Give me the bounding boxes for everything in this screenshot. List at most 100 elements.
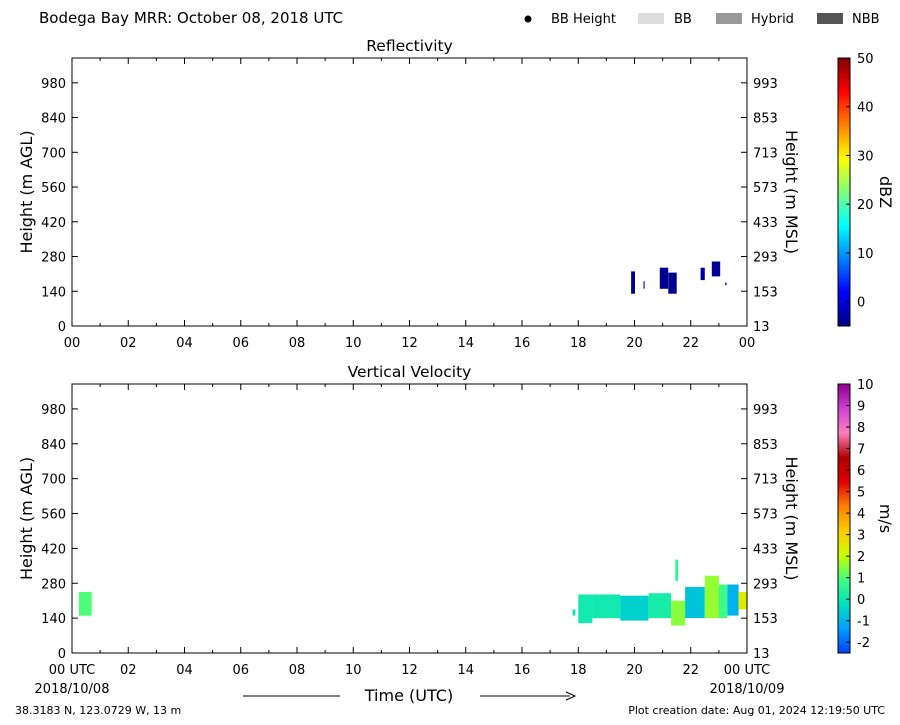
velocity-xtick-label: 12 [401,663,418,678]
reflectivity-xtick-label: 20 [626,336,643,351]
reflectivity-xtick-label: 08 [289,336,306,351]
velocity-ytick-label-right: 433 [753,542,778,557]
velocity-xtick-label: 20 [626,663,643,678]
velocity-colorbar-ticks: -2 -1 0 1 2 3 4 5 6 7 8 9 10 [846,378,874,651]
velocity-ytick-label-right: 153 [753,612,778,627]
velocity-xtick-label: 08 [289,663,306,678]
velocity-colorbar-tick-label: 9 [857,400,865,415]
reflectivity-ytick-label-right: 573 [753,181,778,196]
velocity-xtick-label: 04 [176,663,193,678]
velocity-ytick-label: 0 [58,647,66,662]
velocity-cell [648,593,672,619]
reflectivity-ylabel-right: Height (m MSL) [782,130,801,254]
date-end-label: 2018/10/09 [710,682,785,697]
reflectivity-ytick-label: 700 [41,146,66,161]
reflectivity-xtick-label: 14 [457,336,474,351]
velocity-colorbar-tick-label: 3 [857,529,865,544]
velocity-cell [572,609,576,616]
velocity-colorbar-tick-label: 7 [857,443,865,458]
reflectivity-cells [631,261,727,294]
reflectivity-colorbar-ticks: 0 10 20 30 40 50 [846,52,874,311]
date-start-label: 2018/10/08 [35,682,110,697]
velocity-ytick-label-right: 713 [753,473,778,488]
reflectivity-colorbar-tick-label: 10 [857,247,874,262]
velocity-colorbar-tick-label: 4 [857,507,865,522]
velocity-ylabel-left: Height (m AGL) [17,457,36,580]
legend-label-hybrid: Hybrid [751,12,794,27]
reflectivity-ytick-label-right: 433 [753,216,778,231]
velocity-cell [675,559,679,581]
reflectivity-ytick-label-right: 853 [753,112,778,127]
velocity-ytick-label: 280 [41,577,66,592]
velocity-colorbar-label: m/s [876,504,895,533]
reflectivity-panel: Reflectivity 00 02 04 06 08 10 12 14 16 18 20 22 000… [17,37,895,351]
velocity-xtick-label: 18 [570,663,587,678]
legend-label-bb: BB [674,12,692,27]
velocity-cell [727,584,739,616]
velocity-cell [738,592,747,610]
reflectivity-ytick-label: 840 [41,112,66,127]
reflectivity-cell [631,271,635,294]
velocity-cell [620,595,649,621]
velocity-colorbar-tick-label: 10 [857,378,874,393]
velocity-colorbar-tick-label: 8 [857,421,865,436]
velocity-panel: Vertical Velocity 00 UTC 02 04 06 08 10 12 14 16… [17,363,895,678]
velocity-ytick-label: 420 [41,542,66,557]
legend-swatch-bb [638,13,664,24]
reflectivity-cell [643,281,645,289]
reflectivity-cell [711,261,721,277]
time-axis-label: Time (UTC) [364,686,453,705]
reflectivity-colorbar-label: dBZ [876,176,895,208]
legend-label-bb-height: BB Height [551,12,616,27]
reflectivity-xtick-label: 12 [401,336,418,351]
reflectivity-ytick-label-right: 153 [753,285,778,300]
velocity-colorbar [837,383,851,654]
reflectivity-colorbar-tick-label: 40 [857,101,874,116]
reflectivity-ytick-label-right: 993 [753,77,778,92]
velocity-xtick-label: 02 [120,663,137,678]
velocity-xtick-label: 00 UTC [724,663,770,678]
legend-label-nbb: NBB [852,12,880,27]
reflectivity-ytick-label: 0 [58,320,66,335]
reflectivity-xtick-label: 00 [739,336,756,351]
reflectivity-cell [700,267,705,281]
legend-swatch-bb-height [524,15,532,23]
velocity-ytick-label: 560 [41,508,66,523]
velocity-ytick-label-right: 13 [753,647,770,662]
plot-creation-date: Plot creation date: Aug 01, 2024 12:19:5… [628,704,885,717]
velocity-cell [685,587,705,619]
header-legend: BB Height BB Hybrid NBB [524,12,880,27]
velocity-ytick-label: 700 [41,473,66,488]
reflectivity-cell [659,267,669,289]
velocity-cell [718,584,728,619]
reflectivity-colorbar-tick-label: 30 [857,149,874,164]
reflectivity-xtick-label: 00 [64,336,81,351]
reflectivity-colorbar-tick-label: 0 [857,296,865,311]
velocity-cell [592,594,621,619]
reflectivity-ytick-label: 420 [41,216,66,231]
velocity-ytick-label-right: 573 [753,508,778,523]
velocity-colorbar-tick-label: 0 [857,593,865,608]
velocity-title: Vertical Velocity [348,363,472,381]
reflectivity-xtick-label: 10 [345,336,362,351]
time-axis-arrowhead [565,691,577,701]
reflectivity-xtick-label: 16 [514,336,531,351]
velocity-cell [79,592,92,616]
velocity-cell [671,600,686,626]
velocity-cell [704,575,719,619]
legend-swatch-hybrid [716,13,742,24]
velocity-ylabel-right: Height (m MSL) [782,456,801,580]
reflectivity-ytick-label: 280 [41,251,66,266]
velocity-ytick-label-right: 993 [753,403,778,418]
velocity-colorbar-tick-label: 6 [857,464,865,479]
velocity-cells [79,559,747,626]
reflectivity-ytick-label-right: 293 [753,251,778,266]
velocity-colorbar-tick-label: 5 [857,486,865,501]
reflectivity-ytick-label-right: 13 [753,320,770,335]
velocity-cell [578,594,593,624]
reflectivity-colorbar-tick-label: 50 [857,52,874,67]
velocity-xtick-label: 00 UTC [49,663,95,678]
